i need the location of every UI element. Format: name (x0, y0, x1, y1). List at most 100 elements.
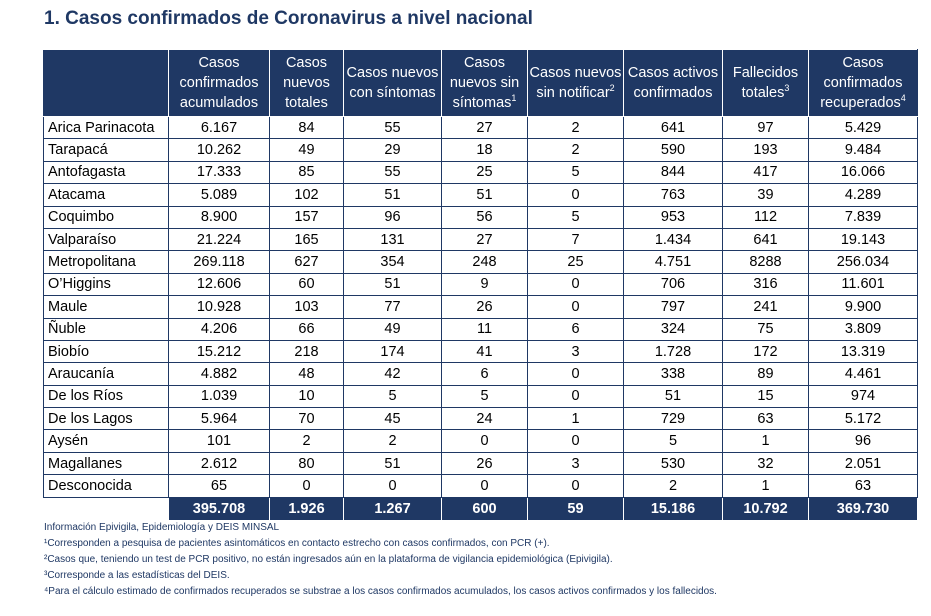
table-cell: 0 (527, 295, 624, 319)
footnote-line: ²Casos que, teniendo un test de PCR posi… (44, 554, 613, 565)
table-cell: 0 (269, 474, 344, 498)
table-cell: 2.612 (168, 451, 270, 476)
region-name: Biobío (43, 339, 169, 364)
table-cell: 10.928 (168, 295, 270, 319)
table-row: Valparaíso 21.224 165 131 27 7 1.434 641 19.143 (43, 227, 918, 252)
table-cell: 0 (527, 272, 624, 297)
table-cell: 4.206 (168, 317, 270, 341)
table-cell: 5.172 (808, 407, 918, 431)
table-cell: 32 (722, 451, 809, 476)
column-header-label: Casos nuevos con síntomas (346, 65, 439, 101)
table-cell: 1 (722, 429, 809, 453)
table-cell: 55 (343, 160, 442, 185)
table-cell: 729 (623, 407, 723, 431)
table-cell: 248 (441, 250, 528, 274)
table-header-row: Casos confirmados acumulados Casos nuevos… (43, 49, 918, 117)
column-header-label: Casos nuevos sin síntomas (449, 55, 520, 111)
table-cell: 8.900 (168, 205, 270, 229)
table-cell: 7 (527, 227, 624, 252)
table-cell: 174 (343, 339, 442, 364)
table-cell: 0 (527, 362, 624, 386)
table-cell: 102 (269, 183, 344, 207)
table-cell: 0 (527, 429, 624, 453)
table-cell: 5 (343, 384, 442, 409)
column-header-label: Casos nuevos sin notificar (529, 65, 622, 101)
region-name: O’Higgins (43, 272, 169, 297)
page-title: 1. Casos confirmados de Coronavirus a ni… (44, 8, 533, 29)
region-name: Valparaíso (43, 227, 169, 252)
table-cell: 29 (343, 138, 442, 162)
table-cell: 0 (441, 429, 528, 453)
column-header: Casos confirmados acumulados (168, 49, 270, 117)
table-row: De los Ríos 1.039 10 5 5 0 51 15 974 (43, 384, 918, 409)
table-cell: 641 (623, 115, 723, 140)
table-cell: 4.751 (623, 250, 723, 274)
region-name: De los Lagos (43, 407, 169, 431)
table-cell: 2 (527, 115, 624, 140)
table-cell: 84 (269, 115, 344, 140)
table-cell: 13.319 (808, 339, 918, 364)
table-cell: 80 (269, 451, 344, 476)
table-cell: 3 (527, 339, 624, 364)
table-cell: 9 (441, 272, 528, 297)
table-row: Maule 10.928 103 77 26 0 797 241 9.900 (43, 295, 918, 319)
table-row: Arica Parinacota 6.167 84 55 27 2 641 97 5.429 (43, 115, 918, 140)
table-cell: 19.143 (808, 227, 918, 252)
footnote-marker: 4 (900, 93, 906, 104)
column-header-label: Casos activos confirmados (627, 65, 719, 101)
table-cell: 8288 (722, 250, 809, 274)
table-cell: 39 (722, 183, 809, 207)
table-cell: 157 (269, 205, 344, 229)
table-cell: 0 (527, 183, 624, 207)
table-cell: 85 (269, 160, 344, 185)
table-cell: 4.289 (808, 183, 918, 207)
column-header: Casos activos confirmados (623, 49, 723, 117)
table-cell: 48 (269, 362, 344, 386)
table-cell: 10.262 (168, 138, 270, 162)
table-body: Arica Parinacota 6.167 84 55 27 2 641 97 5.429 Ta… (43, 115, 918, 498)
table-row: Desconocida 65 0 0 0 0 2 1 63 (43, 474, 918, 498)
table-cell: 3.809 (808, 317, 918, 341)
table-cell: 193 (722, 138, 809, 162)
table-cell: 5.089 (168, 183, 270, 207)
column-header: Casos nuevos totales (269, 49, 344, 117)
footnote-line: ³Corresponde a las estadísticas del DEIS… (44, 570, 230, 581)
footnote-line: ⁴Para el cálculo estimado de confirmados… (44, 586, 717, 597)
table-cell: 1 (527, 407, 624, 431)
table-cell: 2 (527, 138, 624, 162)
table-cell: 70 (269, 407, 344, 431)
column-header-label: Casos confirmados recuperados (820, 55, 903, 111)
table-cell: 131 (343, 227, 442, 252)
column-header: Casos nuevos sin síntomas1 (441, 49, 528, 117)
table-row: Biobío 15.212 218 174 41 3 1.728 172 13.319 (43, 339, 918, 364)
table-cell: 63 (808, 474, 918, 498)
total-cell: 1.926 (269, 496, 344, 521)
region-name: Magallanes (43, 451, 169, 476)
table-cell: 10 (269, 384, 344, 409)
table-cell: 269.118 (168, 250, 270, 274)
table-cell: 112 (722, 205, 809, 229)
table-cell: 25 (441, 160, 528, 185)
table-cell: 26 (441, 295, 528, 319)
table-cell: 590 (623, 138, 723, 162)
table-cell: 172 (722, 339, 809, 364)
table-cell: 5 (527, 160, 624, 185)
footnote-marker: 2 (609, 83, 615, 94)
footnote-marker: 3 (784, 83, 790, 94)
table-cell: 1 (722, 474, 809, 498)
table-cell: 63 (722, 407, 809, 431)
table-row: Metropolitana 269.118 627 354 248 25 4.751 8288… (43, 250, 918, 274)
table-totals-row: 395.708 1.926 1.267 600 59 15.186 10.792 369.73… (43, 496, 918, 521)
region-name: Tarapacá (43, 138, 169, 162)
column-header-label: Casos confirmados acumulados (179, 55, 259, 111)
table-cell: 51 (343, 272, 442, 297)
table-cell: 0 (441, 474, 528, 498)
table-cell: 2.051 (808, 451, 918, 476)
region-name: Maule (43, 295, 169, 319)
table-cell: 96 (343, 205, 442, 229)
column-header-label: Fallecidos totales (732, 65, 799, 101)
table-cell: 354 (343, 250, 442, 274)
table-cell: 97 (722, 115, 809, 140)
total-cell: 600 (441, 496, 528, 521)
table-cell: 2 (269, 429, 344, 453)
